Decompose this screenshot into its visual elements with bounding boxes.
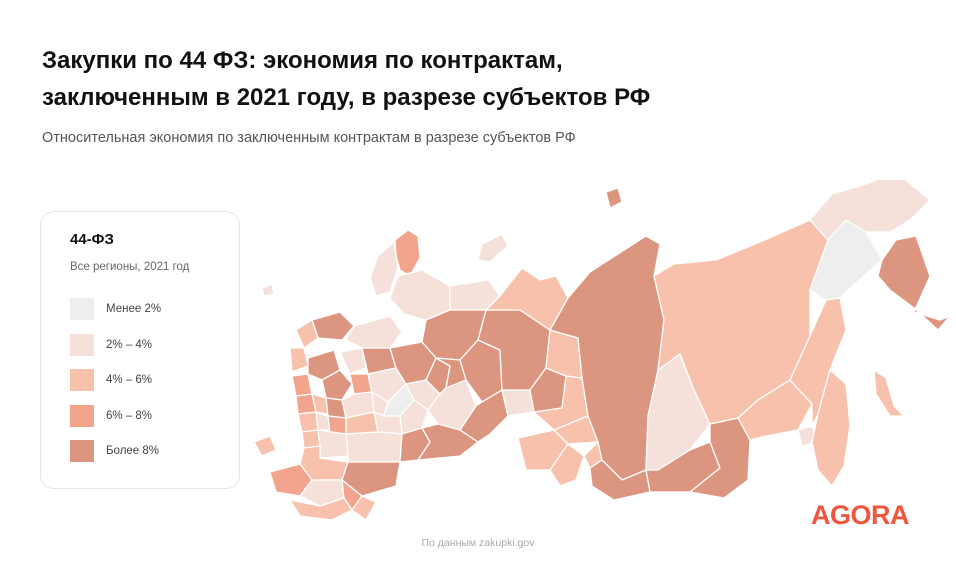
region-voronezh [317,429,349,459]
legend-label-gt8: Более 8% [106,445,160,457]
region-altai-rep [549,443,585,487]
title-line-2: заключенным в 2021 году, в разрезе субъе… [42,84,651,111]
legend-subtitle: Все регионы, 2021 год [70,261,190,273]
legend-label-lt2: Менее 2% [106,303,162,315]
region-crimea [253,435,277,457]
region-kursk [297,411,319,433]
region-kurgan [501,389,535,417]
page-title: Закупки по 44 ФЗ: экономия по контрактам… [42,42,742,116]
region-khabarovsk [789,297,847,427]
legend-panel: 44-ФЗ Все регионы, 2021 год Менее 2% 2% … [40,211,240,489]
agora-logo: AGORA [811,500,910,530]
region-chukotka [809,180,931,241]
legend-items: Менее 2% 2% – 4% 4% – 6% 6% – 8% Более 8… [70,298,161,476]
region-sakhalin [873,369,905,417]
legend-item-lt2: Менее 2% [70,298,161,320]
russia-regions-map [253,180,950,521]
legend-item-2-4: 2% – 4% [70,333,161,356]
legend-item-gt8: Более 8% [70,440,161,462]
legend-swatch-gt8 [70,440,94,462]
region-dagestan [351,495,377,521]
region-kola [394,229,421,277]
region-kaliningrad [261,283,275,297]
region-pskov [289,347,309,373]
region-novaya-zemlya [477,233,509,263]
title-line-1: Закупки по 44 ФЗ: экономия по контрактам… [42,47,563,74]
legend-swatch-4-6 [70,369,94,391]
legend-swatch-6-8 [70,404,94,427]
region-kamchatka [877,235,950,331]
region-ulyanovsk [399,399,429,435]
region-saratov [345,431,403,463]
region-volgograd [341,461,401,497]
region-arkhangelsk [389,269,451,321]
region-chelyabinsk [459,389,509,443]
region-karelia [369,241,399,297]
legend-label-6-8: 6% – 8% [106,409,153,422]
region-moscow [321,369,353,401]
source-note: По данным zakupki.gov [421,537,535,549]
legend-swatch-lt2 [70,298,94,320]
legend-label-4-6: 4% – 6% [106,374,153,386]
region-belgorod [301,429,321,449]
region-vologda [345,315,403,349]
legend-title: 44-ФЗ [70,231,114,248]
region-taymyr-islands [605,187,623,209]
region-novgorod [295,319,319,349]
legend-item-4-6: 4% – 6% [70,369,161,391]
legend-label-2-4: 2% – 4% [106,338,153,351]
page-subtitle: Относительная экономия по заключенным ко… [42,130,576,146]
region-yaroslavl [339,347,367,375]
region-smolensk [291,373,313,397]
legend-item-6-8: 6% – 8% [70,404,161,427]
legend-swatch-2-4 [70,333,94,356]
region-orenburg [417,423,479,461]
region-primorye [811,369,851,487]
